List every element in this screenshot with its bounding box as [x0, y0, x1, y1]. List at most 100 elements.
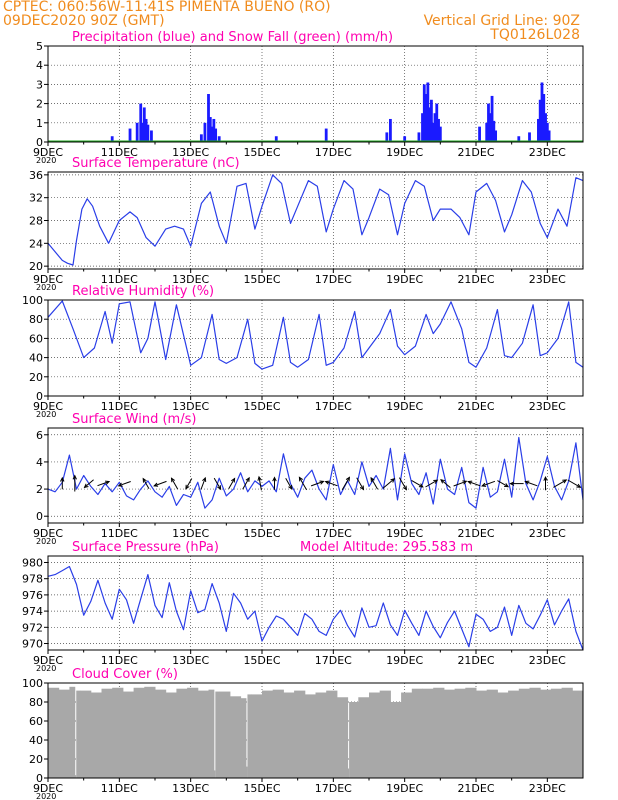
xtick-label-cloud: 19DEC	[386, 782, 423, 795]
ytick-label-wind: 6	[36, 429, 43, 442]
ytick-label-rh: 80	[29, 313, 43, 326]
ytick-label-precip: 3	[36, 78, 43, 91]
precip-bar	[385, 132, 389, 142]
xtick-label-rh: 13DEC	[172, 400, 209, 413]
wind-vector	[142, 478, 150, 489]
wind-arrowhead	[83, 483, 89, 489]
xtick-label-temp: 21DEC	[457, 273, 494, 286]
wind-arrowhead	[370, 476, 375, 482]
wind-arrowhead	[440, 478, 446, 484]
cloud-bar	[304, 694, 316, 778]
precip-bar	[435, 103, 439, 142]
wind-vector	[258, 476, 262, 491]
wind-arrowhead	[142, 477, 147, 483]
cloud-bar	[351, 702, 359, 778]
precip-bar	[142, 107, 146, 142]
ytick-label-cloud: 80	[29, 696, 43, 709]
xtick-label-wind: 23DEC	[529, 527, 566, 540]
wind-arrowhead	[462, 480, 468, 485]
wind-arrowhead	[257, 475, 262, 481]
precip-bar	[542, 94, 546, 142]
panel-title-temp: Surface Temperature (nC)	[72, 156, 240, 171]
xtick-label-temp: 19DEC	[386, 273, 423, 286]
wind-arrowhead	[202, 476, 207, 482]
precip-bar	[485, 122, 489, 142]
xtick-label-pres: 13DEC	[172, 654, 209, 667]
precip-bar	[274, 136, 278, 142]
cloud-bar	[401, 692, 413, 778]
wind-arrowhead	[562, 479, 568, 484]
xtick-label-precip: 19DEC	[386, 146, 423, 159]
cloud-bar	[529, 687, 541, 778]
cloud-bar	[369, 692, 381, 778]
xtick-label-temp: 17DEC	[315, 273, 352, 286]
precip-bar	[210, 126, 214, 142]
wind-vector	[425, 479, 438, 488]
cloud-bar	[219, 691, 231, 778]
xtick-label-pres: 9DEC	[33, 654, 63, 667]
cloud-bar	[336, 697, 349, 778]
ytick-label-pres: 976	[22, 589, 43, 602]
cloud-bar	[518, 688, 530, 778]
panel-frame-pres	[47, 555, 584, 651]
wind-vector	[97, 481, 110, 487]
cloud-bar	[272, 689, 284, 778]
precip-bar	[488, 113, 492, 142]
ytick-label-precip: 0	[36, 136, 43, 149]
wind-vector	[567, 479, 581, 488]
wind-vector	[453, 480, 467, 487]
xtick-label-precip: 15DEC	[243, 146, 280, 159]
wind-vector	[398, 477, 407, 490]
wind-vector	[154, 480, 167, 487]
xtick-label-wind: 17DEC	[315, 527, 352, 540]
ytick-label-temp: 20	[29, 260, 43, 273]
precip-bar	[135, 122, 139, 142]
wind-vector	[200, 477, 206, 490]
series-line-rh	[47, 300, 584, 370]
wind-arrowhead	[298, 476, 303, 482]
precip-bar	[203, 122, 207, 142]
cloud-bar	[454, 688, 466, 778]
xtick-year-pres: 2020	[36, 664, 56, 673]
cloud-bar	[112, 687, 124, 778]
xtick-label-rh: 19DEC	[386, 400, 423, 413]
precip-bar	[207, 94, 210, 142]
precip-bar	[538, 99, 542, 142]
cloud-bar	[251, 694, 263, 778]
cloud-bar	[497, 692, 509, 778]
xtick-label-cloud: 17DEC	[315, 782, 352, 795]
wind-vector	[370, 477, 379, 490]
wind-vector	[171, 477, 179, 490]
wind-arrowhead	[390, 478, 396, 483]
xtick-label-wind: 15DEC	[243, 527, 280, 540]
precip-bar	[110, 136, 114, 142]
wind-vector	[325, 481, 338, 487]
wind-arrowhead	[345, 476, 350, 482]
panel-title-precip: Precipitation (blue) and Snow Fall (gree…	[72, 30, 393, 45]
precip-bar	[208, 117, 212, 142]
wind-arrowhead	[60, 476, 65, 482]
ytick-label-pres: 970	[22, 638, 43, 651]
cloud-bar	[346, 768, 350, 778]
cloud-bar	[76, 690, 81, 778]
ytick-label-rh: 100	[22, 294, 43, 307]
header-model-id: TQ0126L028	[490, 27, 580, 43]
precip-bar	[490, 95, 494, 142]
xtick-label-rh: 23DEC	[529, 400, 566, 413]
wind-arrowhead	[543, 475, 548, 481]
xtick-year-temp: 2020	[36, 283, 56, 292]
cloud-bar	[540, 689, 552, 778]
precip-bar	[492, 120, 496, 142]
panel-frame-precip	[47, 45, 584, 143]
precip-bar	[487, 103, 490, 142]
ytick-label-rh: 40	[29, 352, 43, 365]
precip-bar	[403, 136, 407, 142]
xtick-label-precip: 17DEC	[315, 146, 352, 159]
xtick-year-wind: 2020	[36, 537, 56, 546]
panel-frame-cloud	[47, 682, 584, 779]
header-run-time: 09DEC2020 90Z (GMT)	[3, 13, 165, 29]
ytick-label-precip: 1	[36, 117, 43, 130]
cloud-bar	[465, 687, 477, 778]
wind-arrowhead	[509, 481, 515, 486]
precip-bar	[537, 118, 540, 142]
